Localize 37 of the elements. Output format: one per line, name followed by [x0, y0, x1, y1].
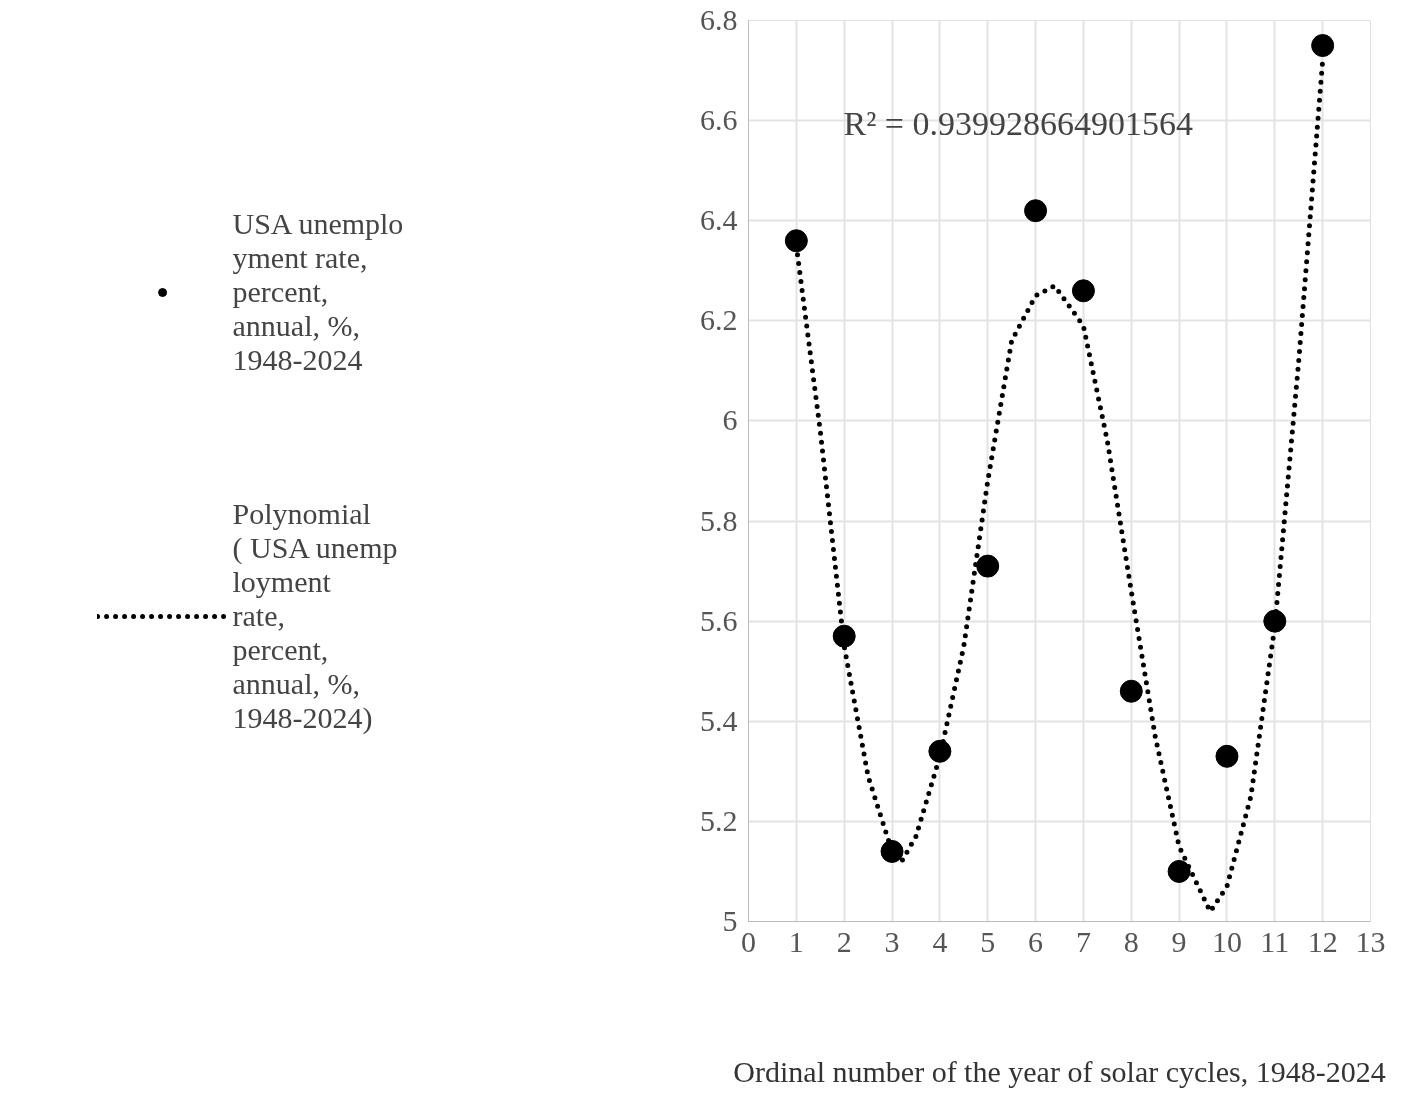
- x-tick-label: 3: [884, 924, 900, 958]
- point: [1119, 679, 1143, 703]
- y-tick-label: 6.2: [700, 303, 738, 337]
- y-tick-label: 6: [722, 403, 738, 437]
- x-tick-label: 12: [1307, 924, 1338, 958]
- x-tick-label: 11: [1260, 924, 1290, 958]
- y-tick-label: 5: [722, 904, 738, 937]
- y-tick-label: 6.6: [700, 103, 738, 137]
- x-tick-label: 7: [1075, 924, 1091, 958]
- legend-label: Polynomial ( USA unemployment rate, percent, annual, %, 1948-2024): [232, 496, 398, 735]
- x-tick-label: 9: [1171, 924, 1187, 958]
- point: [1311, 34, 1335, 58]
- annotation: R² = 0.939928664901564: [843, 104, 1194, 142]
- x-tick-label: 1: [788, 924, 804, 958]
- point: [1215, 744, 1239, 768]
- x-axis-title: Ordinal number of the year of solar cycles, 1948-2024: [733, 1054, 1386, 1088]
- point: [1071, 279, 1095, 303]
- point: [832, 624, 856, 648]
- x-tick-label: 10: [1211, 924, 1242, 958]
- x-tick-label: 13: [1355, 924, 1386, 958]
- x-tick-label: 4: [932, 924, 948, 958]
- y-tick-label: 6.4: [700, 203, 738, 237]
- x-tick-label: 6: [1028, 924, 1044, 958]
- x-tick-label: 5: [980, 924, 996, 958]
- point: [784, 229, 808, 253]
- y-tick-label: 5.4: [700, 703, 738, 737]
- x-tick-label: 0: [741, 924, 756, 958]
- y-tick-label: 6.8: [700, 3, 738, 36]
- y-tick-label: 5.8: [700, 503, 738, 537]
- point: [1167, 859, 1191, 883]
- y-tick-label: 5.2: [700, 803, 738, 837]
- point: [976, 554, 1000, 578]
- x-tick-label: 8: [1123, 924, 1139, 958]
- y-tick-label: 5.6: [700, 603, 738, 637]
- x-tick-label: 2: [836, 924, 852, 958]
- point: [1024, 199, 1048, 223]
- legend-label: USA unemployment rate, percent, annual, %, 1948-2024: [232, 206, 404, 377]
